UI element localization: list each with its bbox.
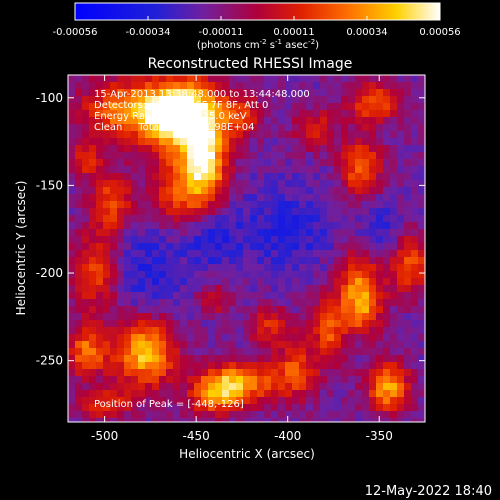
colorbar-tick-label: 0.00011: [273, 27, 314, 38]
colorbar-tick-label: -0.00034: [126, 27, 171, 38]
y-tick-label: -150: [36, 178, 63, 192]
annotation-detectors: Detectors: 3F 4F 5F 6F 7F 8F, Att 0: [94, 100, 268, 111]
heatmap-image: [68, 75, 425, 422]
colorbar-tick-label: -0.00056: [53, 27, 98, 38]
annotation-time-range: 15-Apr-2013 13:38:48.000 to 13:44:48.000: [94, 89, 310, 100]
colorbar-tick-label: 0.00034: [346, 27, 387, 38]
chart-title: Reconstructed RHESSI Image: [148, 56, 353, 72]
colorbar: -0.00056 -0.00034 -0.00011 0.00011 0.00034 0.…: [53, 2, 461, 51]
y-tick-label: -100: [36, 91, 63, 105]
annotation-block: 15-Apr-2013 13:38:48.000 to 13:44:48.000…: [94, 89, 310, 133]
y-axis-label: Heliocentric Y (arcsec): [14, 181, 28, 316]
peak-marker: [195, 139, 204, 148]
x-tick-label: -400: [274, 429, 301, 443]
y-tick-label: -250: [36, 354, 63, 368]
x-tick-label: -350: [366, 429, 393, 443]
x-tick-label: -450: [183, 429, 210, 443]
plot-frame: [67, 74, 426, 423]
y-tick-label: -200: [36, 266, 63, 280]
colorbar-gradient: [75, 3, 440, 20]
x-axis-label: Heliocentric X (arcsec): [179, 447, 315, 461]
peak-position-label: Position of Peak = [-448,-126]: [94, 399, 244, 410]
colorbar-tick-label: -0.00011: [199, 27, 244, 38]
colorbar-frame: [74, 2, 441, 21]
colorbar-tick-label: 0.00056: [419, 27, 460, 38]
footer-timestamp: 12-May-2022 18:40: [365, 484, 492, 499]
x-tick-label: -500: [91, 429, 118, 443]
annotation-total-counts: Clean Total counts: 1.98E+04: [94, 122, 254, 133]
annotation-energy-range: Energy Range: 12.0 - 25.0 keV: [94, 111, 247, 122]
colorbar-unit-label: (photons cm-2 s-1 asec-2): [197, 38, 319, 51]
